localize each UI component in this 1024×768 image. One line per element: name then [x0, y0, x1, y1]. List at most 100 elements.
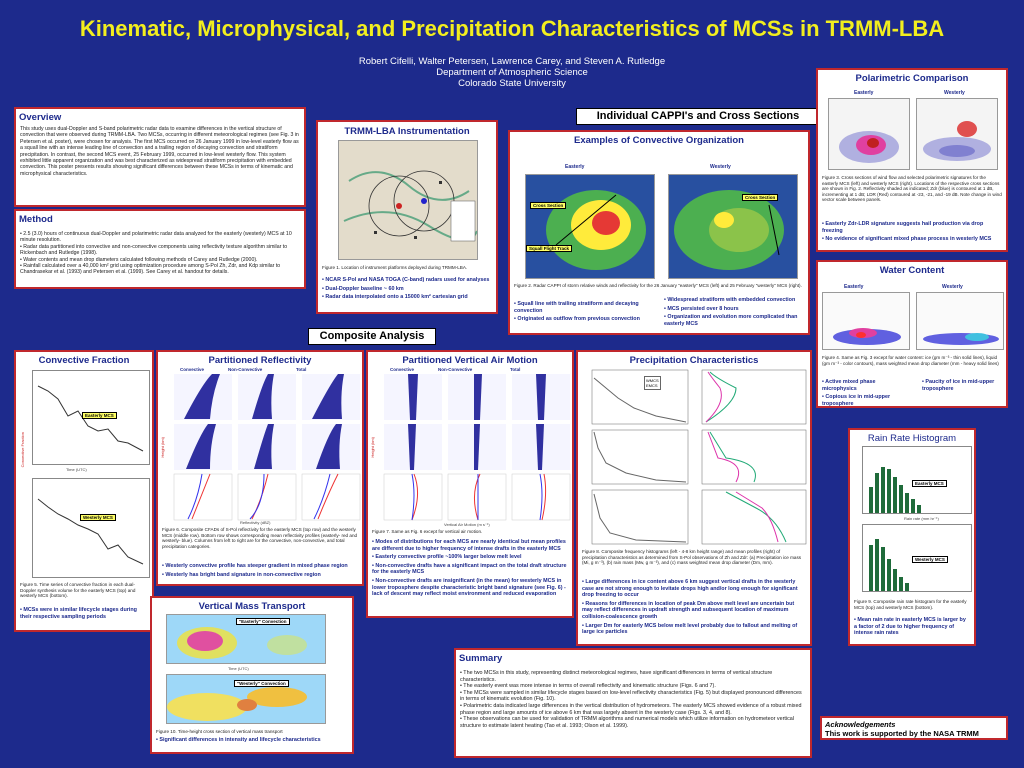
map-graphic [339, 141, 477, 259]
university-line: Colorado State University [458, 78, 566, 89]
vmt-westerly-label: "Westerly" Convection [234, 680, 289, 687]
rain-title: Rain Rate Histogram [867, 433, 957, 444]
cf-ylabel: Convective Fraction [20, 432, 25, 468]
vam-bullet: • Easterly convective profile ~100% larg… [372, 554, 522, 561]
trmm-bullets: • NCAR S-Pol and NASA TOGA (C-band) rada… [318, 276, 493, 302]
vmt-easterly-label: "Easterly" Convection [236, 618, 290, 625]
water-caption: Figure 4. Same as Fig. 3 except for wate… [822, 355, 999, 366]
examples-bullet: • Originated as outflow from previous co… [514, 316, 640, 323]
rain-easterly-label: Easterly MCS [912, 480, 947, 487]
cf-xlabel: Time (UTC) [66, 467, 87, 472]
precip-legend: WMCS EMCS [644, 376, 661, 390]
examples-bullets-left: • Squall line with trailing stratiform a… [510, 300, 660, 324]
cf-westerly-chart [32, 478, 150, 578]
trmm-bullet: • Dual-Doppler baseline ~ 60 km [322, 285, 404, 292]
water-bullet: • Copious ice in mid-upper troposphere [822, 394, 891, 407]
method-title: Method [19, 214, 53, 225]
method-list: • 2.5 (3.0) hours of continuous dual-Dop… [16, 225, 304, 279]
trmm-panel: TRMM-LBA Instrumentation Figure 1. Locat… [316, 120, 498, 314]
precip-bullet: • Larger Dm for easterly MCS below melt … [582, 622, 798, 636]
summary-title: Summary [459, 653, 503, 664]
cf-easterly-chart [32, 370, 150, 465]
legend-item-emcs: EMCS [646, 383, 658, 388]
vam-ylabel: Height (km) [370, 437, 375, 458]
polarimetric-caption: Figure 3. Cross sections of wind flow an… [822, 175, 1002, 203]
easterly-cappi-graphic [526, 175, 654, 278]
reflectivity-panel: Partitioned Reflectivity Convective Non-… [156, 350, 364, 586]
vertical-mass-panel: Vertical Mass Transport "Easterly" Conve… [150, 596, 354, 754]
water-easterly-image [822, 292, 910, 350]
summary-item: • Polarimetric data indicated large diff… [460, 702, 802, 716]
vmt-bullet: • Significant differences in intensity a… [156, 737, 321, 743]
cf-caption: Figure 5. Time series of convective frac… [20, 582, 136, 599]
cf-bullet: • MCSs were in similar lifecycle stages … [20, 607, 137, 620]
cross-section-tag-2: Cross Section [742, 194, 779, 201]
rain-bullets: • Mean rain rate in easterly MCS is larg… [850, 616, 974, 638]
rain-bullet: • Mean rain rate in easterly MCS is larg… [854, 617, 966, 637]
rain-rate-panel: Rain Rate Histogram Easterly MCS Rain ra… [848, 428, 976, 646]
water-easterly-graphic [823, 293, 909, 349]
summary-item: • The easterly event was more intense in… [460, 683, 716, 690]
precip-panel: Precipitation Characteristics WMCS EMCS … [576, 350, 812, 646]
polarimetric-bullets: • Easterly Zdr-LDR signature suggests ha… [818, 220, 1006, 244]
cf-westerly-graphic [37, 498, 144, 565]
refl-cfad-graphic [173, 374, 361, 521]
vmt-bullets: • Significant differences in intensity a… [152, 736, 325, 745]
pol-bullet: • Easterly Zdr-LDR signature suggests ha… [822, 221, 984, 234]
ack-panel: Acknowledgements This work is supported … [820, 716, 1008, 740]
vam-cfad-graphic [383, 374, 571, 521]
vam-col-total: Total [510, 367, 521, 372]
vam-bullet: • Modes of distributions for each MCS ar… [372, 539, 566, 552]
pol-easterly-image [828, 98, 910, 170]
refl-caption: Figure 6. Composite CFADs of S-Pol refle… [162, 527, 358, 549]
refl-bullet: • Westerly has bright band signature in … [162, 571, 321, 578]
examples-panel: Examples of Convective Organization East… [508, 130, 810, 335]
rain-westerly-graphic [869, 539, 909, 591]
vam-grid [382, 374, 572, 522]
vam-bullet: • Non-convective drafts have a significa… [372, 562, 567, 576]
cf-westerly-label: Westerly MCS [80, 514, 116, 521]
vam-bullet: • Non-convective drafts are insignifican… [372, 577, 566, 598]
examples-bullet: • Organization and evolution more compli… [664, 314, 798, 327]
refl-xlabel: Reflectivity (dBZ) [240, 520, 271, 525]
vam-bullets: • Modes of distributions for each MCS ar… [368, 538, 572, 599]
water-westerly-label: Westerly [942, 284, 963, 290]
precip-graphic [591, 369, 807, 545]
refl-col-nonconvective: Non-Convective [228, 367, 263, 372]
water-easterly-label: Easterly [844, 284, 864, 290]
trmm-caption: Figure 1. Location of instrument platfor… [322, 265, 468, 270]
department-line: Department of Atmospheric Science [436, 67, 588, 78]
vam-col-convective: Convective [390, 367, 415, 372]
vmt-westerly-image [166, 674, 326, 724]
rain-easterly-graphic [869, 467, 921, 513]
water-westerly-graphic [917, 293, 1003, 349]
cappi-banner: Individual CAPPI's and Cross Sections [576, 108, 820, 125]
cf-easterly-graphic [37, 385, 144, 452]
water-bullet: • Active mixed phase microphysics [822, 379, 876, 392]
overview-panel: Overview This study uses dual-Doppler an… [14, 107, 306, 207]
water-bullets-right: • Paucity of ice in mid-upper tropospher… [918, 378, 1006, 393]
vertical-motion-panel: Partitioned Vertical Air Motion Convecti… [366, 350, 574, 618]
examples-easterly-label: Easterly [565, 164, 585, 170]
pol-easterly-label: Easterly [854, 90, 874, 96]
refl-ylabel: Height (km) [160, 437, 165, 458]
water-title: Water Content [879, 265, 945, 276]
summary-item: • The two MCSs in this study, representi… [460, 670, 773, 683]
cf-easterly-label: Easterly MCS [82, 412, 117, 419]
summary-item: • These observations can be used for val… [460, 716, 794, 729]
precip-caption: Figure 8. Composite frequency histograms… [582, 549, 802, 566]
method-item: • Water contents and mean drop diameters… [20, 256, 258, 263]
water-bullet: • Paucity of ice in mid-upper tropospher… [922, 379, 995, 392]
precip-bullets: • Large differences in ice content above… [578, 578, 810, 637]
cross-section-tag: Cross Section [530, 202, 567, 209]
method-item: • Radar data partitioned into convective… [20, 243, 288, 257]
examples-bullet: • MCS persisted over 8 hours [664, 305, 739, 312]
precip-bullet: • Large differences in ice content above… [582, 579, 798, 599]
refl-bullets: • Westerly convective profile has steepe… [158, 562, 352, 579]
rain-xlabel: Rain rate (mm hr⁻¹) [904, 516, 939, 521]
rain-westerly-label: Westerly MCS [912, 556, 948, 563]
precip-title: Precipitation Characteristics [629, 355, 759, 366]
convective-fraction-panel: Convective Fraction Easterly MCS Time (U… [14, 350, 154, 632]
rain-caption: Figure 9. Composite rain rate histogram … [854, 599, 967, 610]
trmm-bullet: • Radar data interpolated onto a 15000 k… [322, 294, 468, 301]
